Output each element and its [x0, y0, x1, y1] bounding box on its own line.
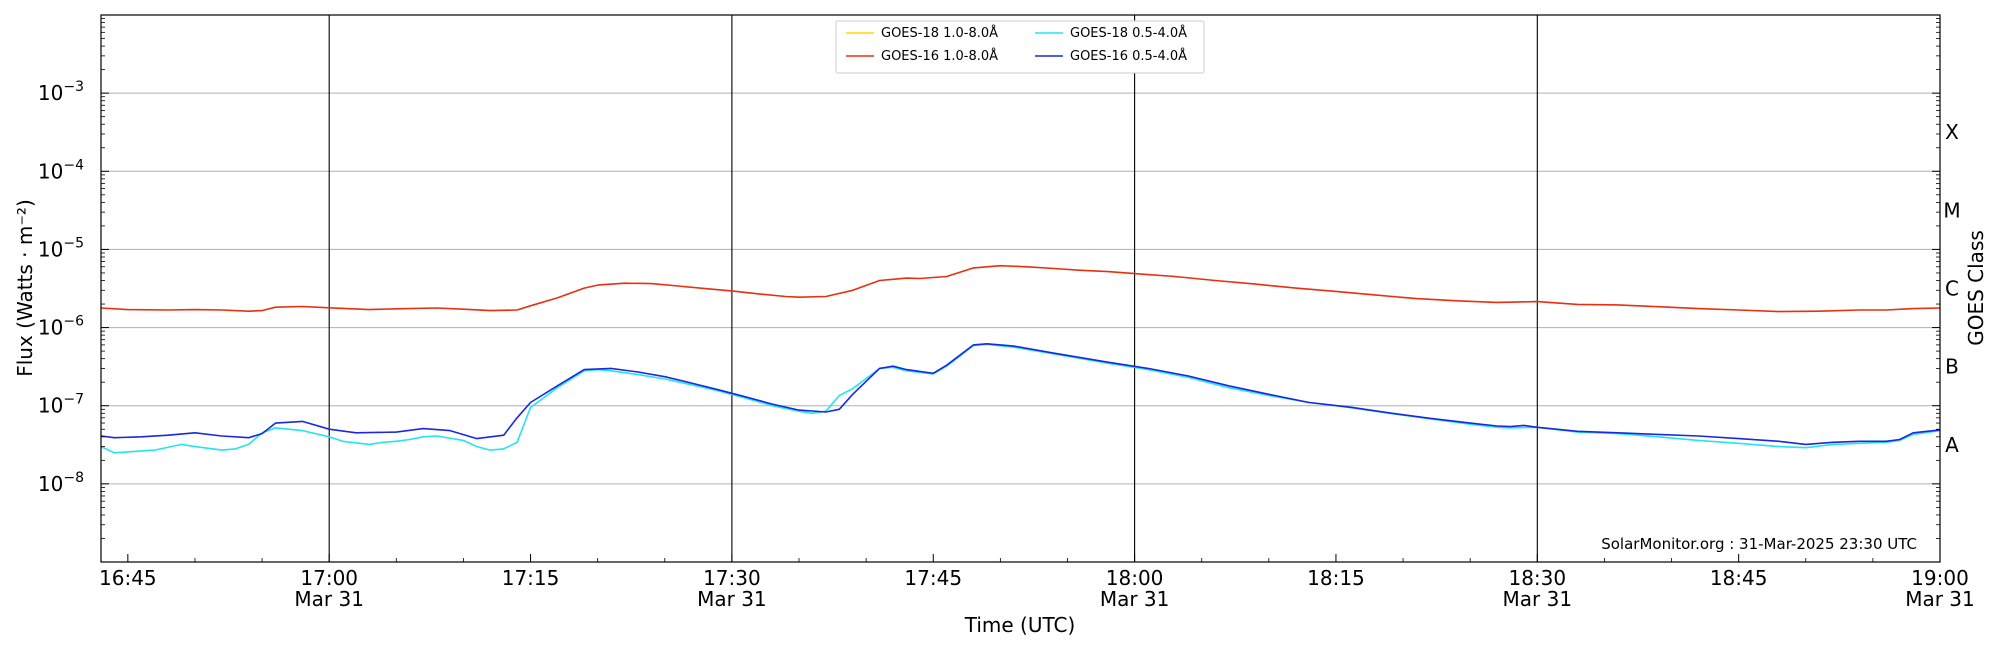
y-tick-label: 10−7 [38, 392, 84, 418]
x-axis-label: Time (UTC) [964, 613, 1076, 637]
y-tick-label: 10−3 [38, 79, 84, 105]
goes-class-label: M [1943, 198, 1960, 222]
x-tick-date-label: Mar 31 [294, 587, 364, 611]
legend-label: GOES-16 0.5-4.0Å [1070, 48, 1187, 64]
x-tick-label: 19:00 [1911, 566, 1969, 590]
goes-class-labels: A B C M X [1943, 120, 1960, 457]
x-tick-label: 17:30 [703, 566, 761, 590]
x-tick-date-label: Mar 31 [1503, 587, 1573, 611]
x-tick-label: 18:45 [1710, 566, 1768, 590]
goes-class-label: C [1945, 277, 1959, 301]
y-tick-label: 10−5 [38, 235, 84, 261]
legend-box [835, 20, 1205, 74]
goes-class-label: X [1945, 120, 1959, 144]
x-tick-date-label: Mar 31 [1905, 587, 1975, 611]
series-line [100, 342, 1941, 446]
grid-lines [101, 92, 1940, 485]
y-axis-ticks: 10−8 10−7 10−6 10−5 10−4 10−3 [38, 18, 1940, 539]
flare-marker-lines [328, 15, 1538, 562]
legend-label: GOES-18 1.0-8.0Å [881, 25, 998, 41]
x-tick-label: 18:00 [1106, 566, 1164, 590]
x-tick-label: 17:15 [502, 566, 560, 590]
x-tick-date-label: Mar 31 [1100, 587, 1170, 611]
right-y-axis-label: GOES Class [1964, 230, 1988, 346]
y-axis-label: Flux (Watts · m⁻²) [13, 199, 37, 377]
goes-class-label: A [1945, 433, 1959, 457]
plot-frame [100, 14, 1941, 563]
x-tick-label: 18:15 [1307, 566, 1365, 590]
legend-items: GOES-18 1.0-8.0Å GOES-16 1.0-8.0Å GOES-18 … [846, 25, 1187, 64]
x-tick-date-label: Mar 31 [697, 587, 767, 611]
x-tick-label: 17:45 [904, 566, 962, 590]
legend: GOES-18 1.0-8.0Å GOES-16 1.0-8.0Å GOES-18 … [835, 20, 1205, 74]
legend-label: GOES-18 0.5-4.0Å [1070, 25, 1187, 41]
legend-label: GOES-16 1.0-8.0Å [881, 48, 998, 64]
y-tick-label: 10−6 [38, 314, 84, 340]
x-tick-label: 17:00 [300, 566, 358, 590]
series-line [100, 264, 1941, 313]
y-tick-label: 10−8 [38, 470, 84, 496]
x-tick-label: 18:30 [1508, 566, 1566, 590]
y-tick-label: 10−4 [38, 157, 84, 183]
goes-class-label: B [1945, 355, 1959, 379]
x-tick-label: 16:45 [99, 566, 157, 590]
credit-text: SolarMonitor.org : 31-Mar-2025 23:30 UTC [1601, 535, 1917, 553]
series-lines [100, 264, 1941, 454]
